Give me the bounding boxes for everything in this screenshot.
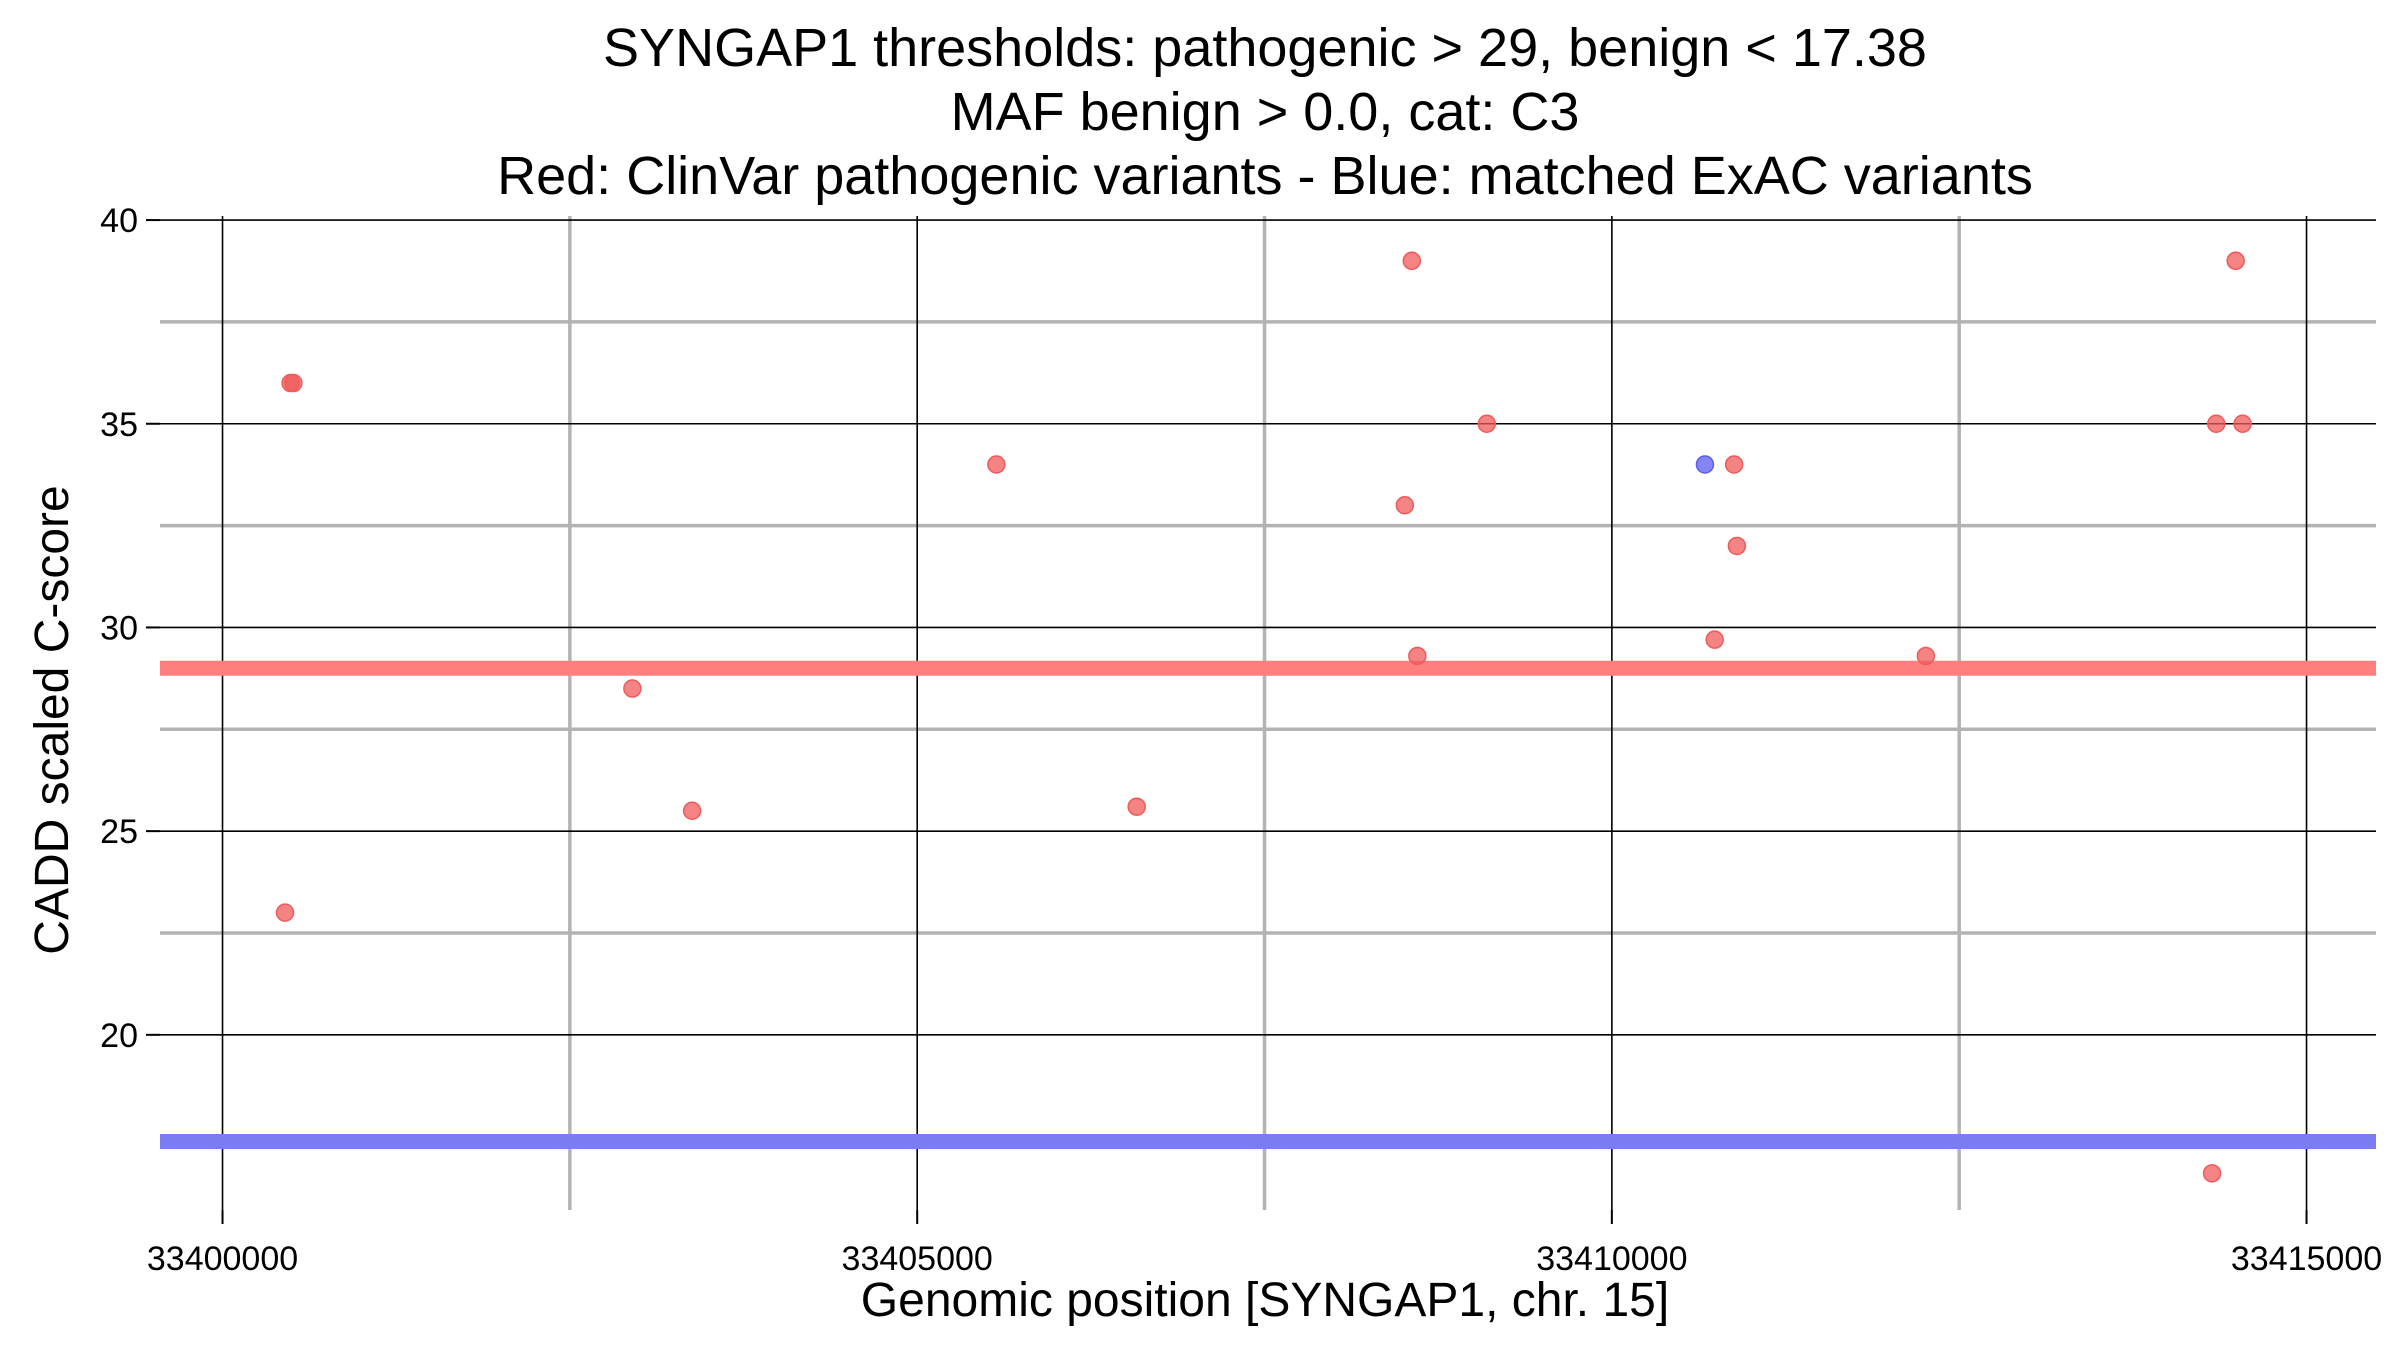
chart-title-line-1: SYNGAP1 thresholds: pathogenic > 29, ben… [603,18,1927,78]
point-clinvar-pathogenic-variants [1705,630,1724,649]
chart-title-line-2: MAF benign > 0.0, cat: C3 [951,82,1580,142]
point-clinvar-pathogenic-variants [284,373,303,393]
point-clinvar-pathogenic-variants [1408,646,1427,666]
point-clinvar-pathogenic-variants [682,801,702,821]
point-clinvar-pathogenic-variants [1477,414,1497,434]
x-tick-label: 33405000 [842,1240,993,1278]
y-tick-label: 35 [100,406,138,444]
point-clinvar-pathogenic-variants [1916,646,1936,666]
y-tick-label: 25 [100,813,138,851]
point-clinvar-pathogenic-variants [275,903,295,922]
axes: 20 25 30 35 40 33400000 33405000 33410000 334150… [100,202,2382,1278]
point-clinvar-pathogenic-variants [1402,251,1422,271]
grid-lines [160,216,2376,1210]
point-clinvar-pathogenic-variants [1127,797,1146,816]
y-tick-label: 20 [100,1017,138,1055]
point-clinvar-pathogenic-variants [987,455,1006,474]
point-clinvar-pathogenic-variants [2202,1164,2222,1183]
point-clinvar-pathogenic-variants [1395,495,1415,515]
point-clinvar-pathogenic-variants [2233,414,2252,434]
point-clinvar-pathogenic-variants [623,679,642,698]
point-matched-exac-variants [1695,455,1715,474]
point-clinvar-pathogenic-variants [1727,536,1747,556]
point-clinvar-pathogenic-variants [1724,455,1744,474]
x-tick-label: 33410000 [1536,1240,1687,1278]
chart-title-line-3: Red: ClinVar pathogenic variants - Blue:… [497,146,2033,206]
threshold-lines [160,660,2376,1150]
x-tick-label: 33415000 [2231,1240,2382,1278]
y-axis-label: CADD scaled C-score [26,485,79,954]
point-clinvar-pathogenic-variants [2226,251,2245,271]
y-tick-label: 30 [100,609,138,647]
x-tick-label: 33400000 [147,1240,298,1278]
x-axis-label: Genomic position [SYNGAP1, chr. 15] [861,1274,1669,1327]
point-clinvar-pathogenic-variants [2206,414,2226,434]
y-tick-label: 40 [100,202,138,240]
data-points [275,251,2252,1183]
